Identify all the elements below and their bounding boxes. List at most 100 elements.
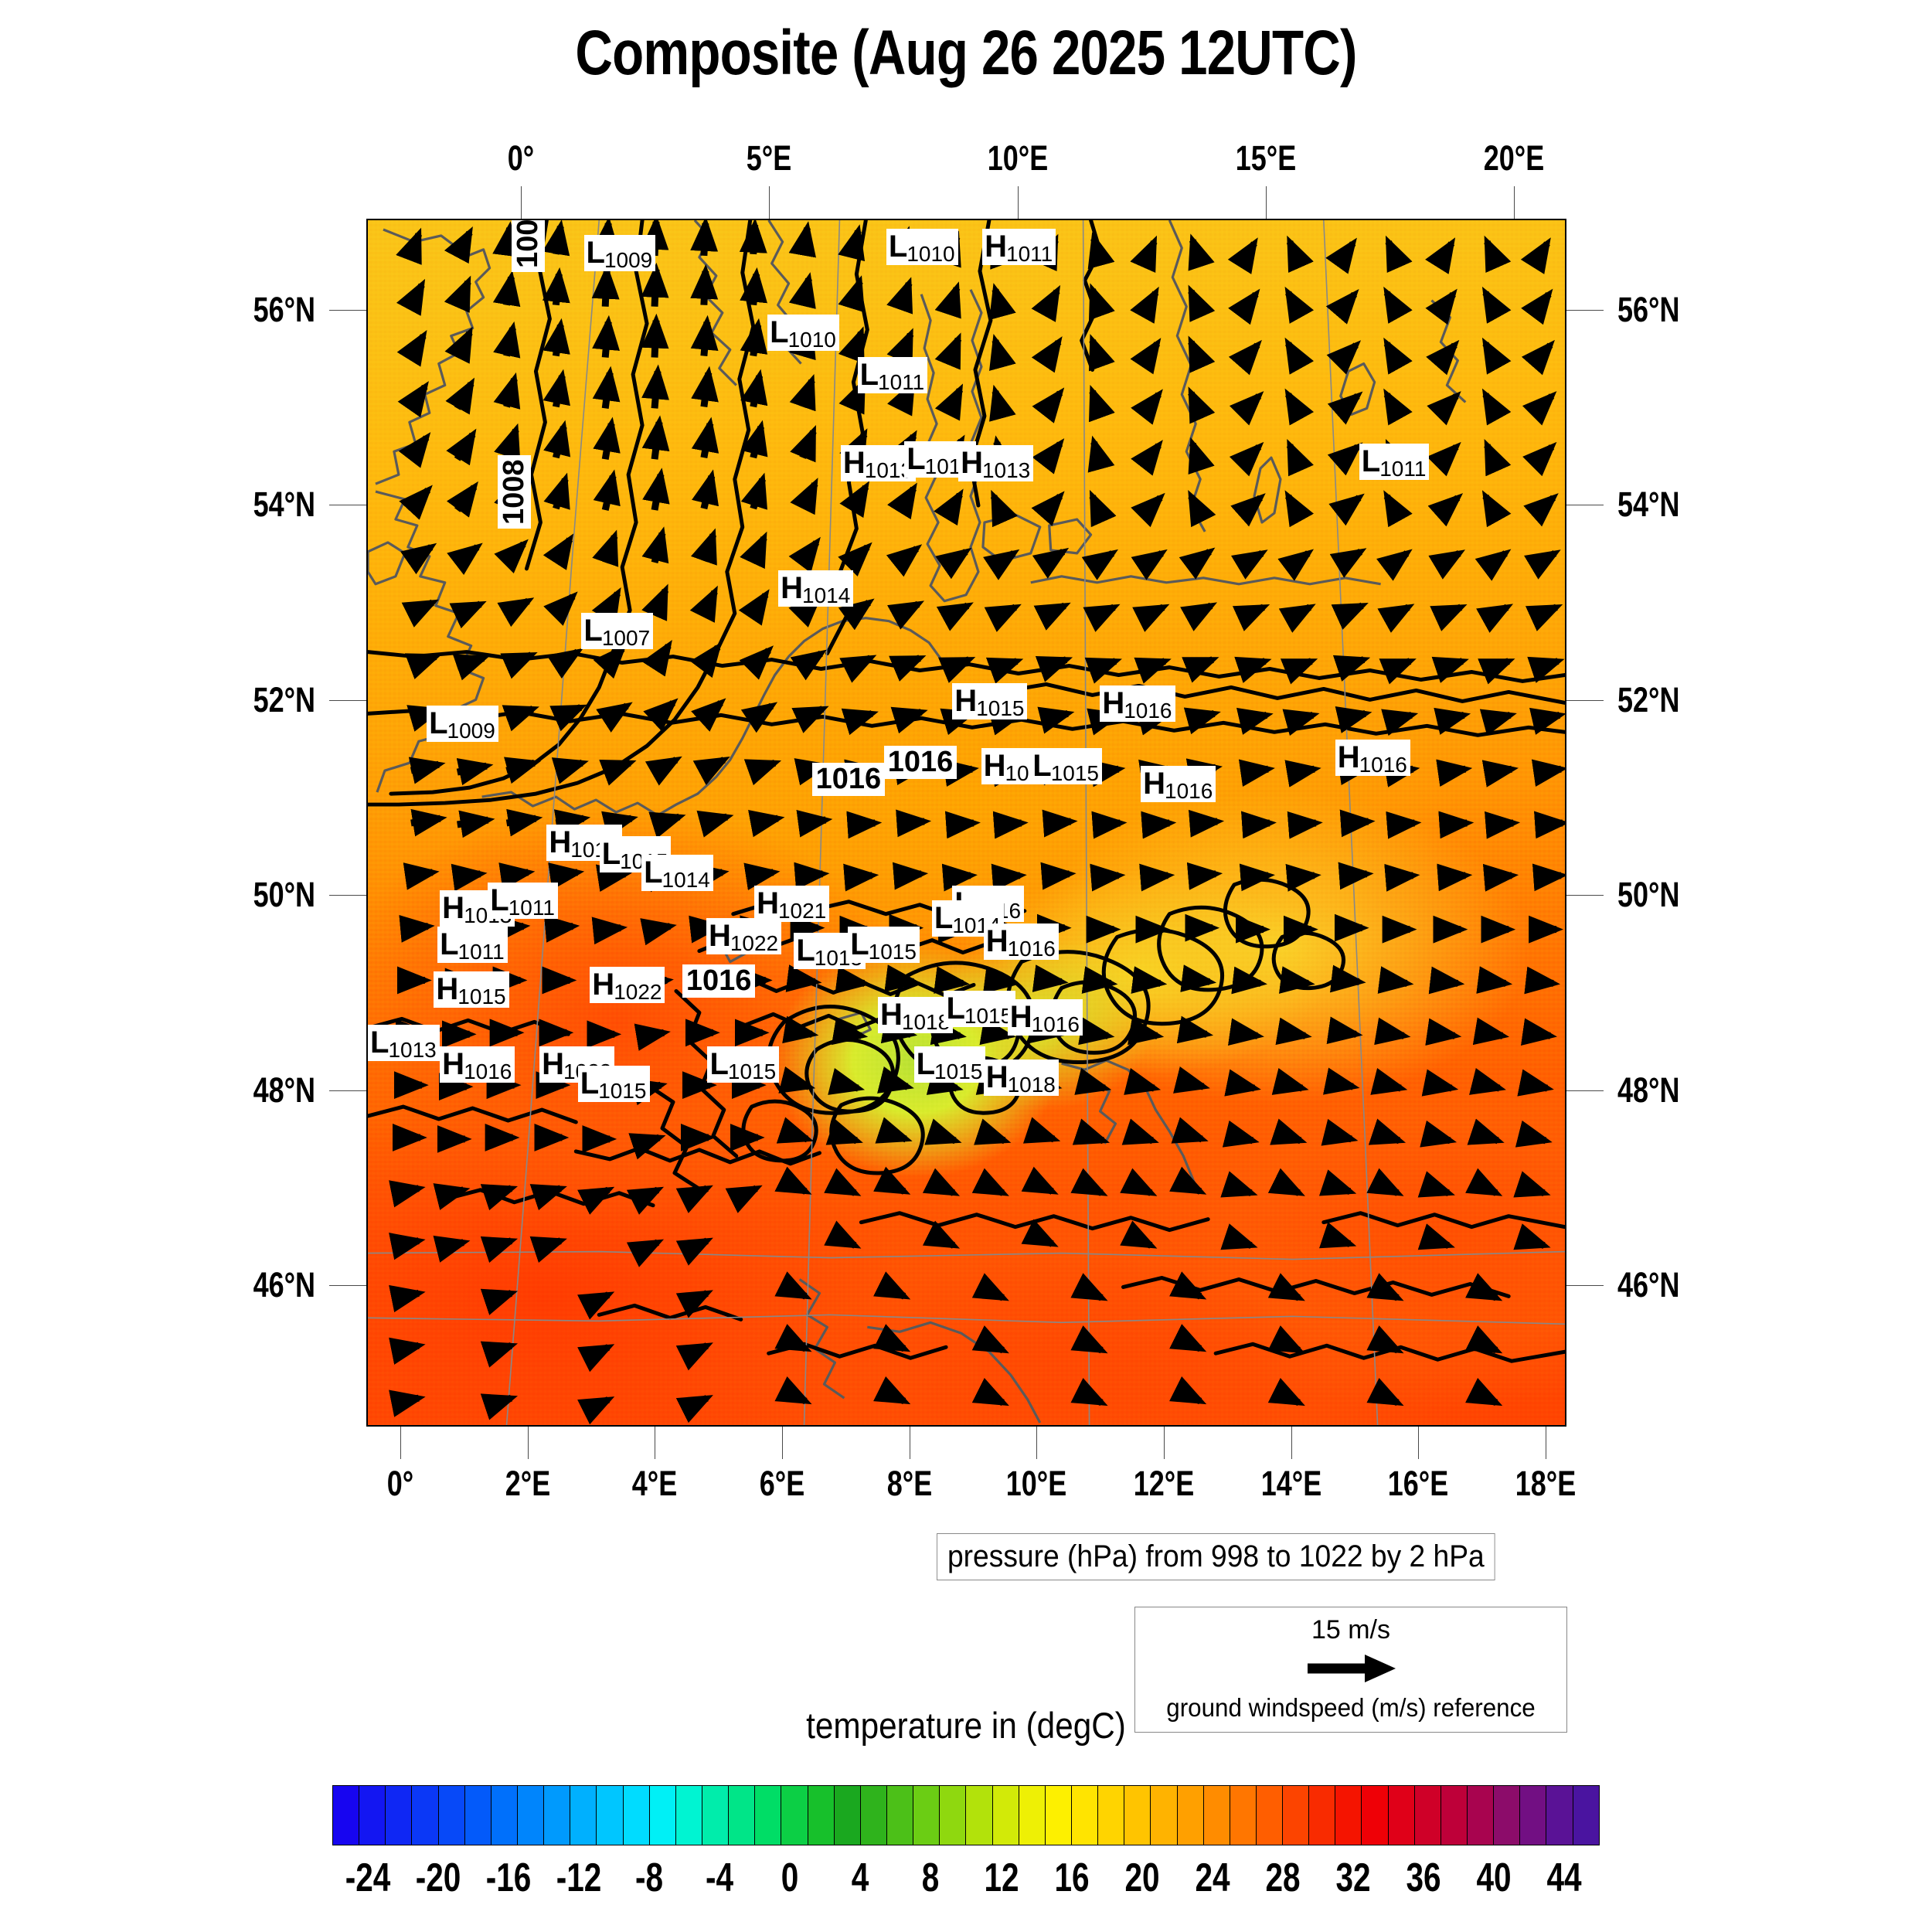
- pressure-marker-type: L: [796, 934, 815, 968]
- colorbar-cell: [1573, 1786, 1599, 1845]
- pressure-marker-type: L: [1032, 749, 1051, 784]
- pressure-high-marker: H1016: [1141, 766, 1216, 803]
- pressure-low-marker: L1015: [944, 991, 1016, 1028]
- pressure-marker-value: 1014: [662, 867, 710, 892]
- colorbar-cell: [1256, 1786, 1284, 1845]
- pressure-marker-type: L: [906, 442, 925, 477]
- colorbar-cell: [966, 1786, 993, 1845]
- pressure-high-marker: H1018: [878, 997, 954, 1033]
- pressure-marker-type: L: [370, 1025, 389, 1060]
- lon-label-bottom: 10°E: [1006, 1464, 1067, 1503]
- pressure-marker-type: H: [549, 825, 571, 859]
- colorbar-cell: [1546, 1786, 1573, 1845]
- pressure-marker-value: 1016: [1359, 753, 1407, 777]
- colorbar-cell: [1177, 1786, 1204, 1845]
- pressure-marker-value: 1015: [1050, 761, 1099, 786]
- colorbar-cell: [1019, 1786, 1046, 1845]
- pressure-low-marker: L1013: [368, 1024, 440, 1061]
- lon-label-top: 20°E: [1484, 138, 1545, 178]
- pressure-marker-value: 1021: [777, 899, 827, 923]
- wind-vectors: [389, 220, 1565, 1425]
- pressure-marker-type: H: [592, 967, 614, 1002]
- colorbar-cell: [1440, 1786, 1468, 1845]
- pressure-high-marker: H1016: [983, 923, 1059, 960]
- page-title: Composite (Aug 26 2025 12UTC): [575, 18, 1357, 88]
- wind-reference-caption: ground windspeed (m/s) reference: [1166, 1693, 1536, 1722]
- colorbar-cell: [491, 1786, 518, 1845]
- pressure-marker-type: H: [442, 891, 464, 926]
- pressure-marker-type: L: [770, 315, 788, 349]
- colorbar-cell: [1045, 1786, 1072, 1845]
- pressure-high-marker: H1016: [440, 1046, 515, 1083]
- lon-tick-bottom: [1418, 1427, 1420, 1459]
- lon-label-bottom: 16°E: [1387, 1464, 1449, 1503]
- pressure-low-marker: L1011: [1359, 444, 1430, 481]
- pressure-marker-value: 1015: [934, 1060, 983, 1084]
- pressure-high-marker: H1018: [983, 1060, 1059, 1097]
- colorbar-cell: [1098, 1786, 1125, 1845]
- pressure-marker-type: L: [644, 855, 662, 889]
- lat-tick-right: [1566, 1285, 1604, 1287]
- pressure-legend: pressure (hPa) from 998 to 1022 by 2 hPa: [937, 1533, 1495, 1580]
- pressure-marker-type: H: [442, 1047, 464, 1082]
- colorbar-cell: [464, 1786, 492, 1845]
- lon-label-top: 10°E: [987, 138, 1048, 178]
- pressure-marker-value: 1015: [868, 940, 917, 964]
- lat-tick-left: [329, 310, 366, 311]
- colorbar-title: temperature in (degC): [806, 1705, 1126, 1746]
- colorbar-cell: [623, 1786, 650, 1845]
- lat-tick-left: [329, 1285, 366, 1287]
- pressure-high-marker: H1021: [754, 886, 830, 923]
- lon-tick-bottom: [782, 1427, 784, 1459]
- lat-label-right: 48°N: [1617, 1070, 1680, 1110]
- colorbar-tick-label: 16: [1054, 1855, 1090, 1900]
- lon-tick-top: [1017, 186, 1019, 219]
- pressure-marker-value: 1015: [457, 985, 506, 1009]
- pressure-marker-type: H: [985, 923, 1009, 958]
- pressure-marker-value: 1014: [802, 583, 851, 608]
- pressure-marker-type: H: [1337, 740, 1360, 775]
- pressure-high-marker: H1016: [1335, 740, 1410, 777]
- lon-tick-top: [1514, 186, 1515, 219]
- pressure-marker-type: L: [1361, 444, 1380, 479]
- lat-tick-left: [329, 699, 366, 701]
- pressure-marker-type: L: [586, 235, 605, 270]
- pressure-marker-value: 1011: [457, 940, 505, 964]
- pressure-low-marker: L1014: [641, 854, 713, 892]
- pressure-low-marker: L1010: [767, 314, 839, 351]
- pressure-low-marker: L1007: [581, 612, 654, 649]
- colorbar-cell: [729, 1786, 756, 1845]
- colorbar-tick-label: 44: [1546, 1855, 1582, 1900]
- pressure-low-marker: L1011: [857, 356, 928, 394]
- colorbar-tick-label: -12: [556, 1855, 602, 1900]
- pressure-marker-value: 1016: [1031, 1012, 1080, 1037]
- colorbar-cell: [913, 1786, 940, 1845]
- pressure-marker-value: 1022: [614, 979, 662, 1004]
- pressure-marker-value: 1015: [727, 1060, 777, 1084]
- pressure-marker-value: 1015: [976, 696, 1025, 720]
- pressure-low-marker: L1015: [913, 1046, 986, 1084]
- colorbar-tick-label: 12: [983, 1855, 1019, 1900]
- wind-reference-value: 15 m/s: [1311, 1615, 1391, 1645]
- lat-tick-left: [329, 895, 366, 896]
- lat-tick-right: [1566, 1090, 1604, 1091]
- lon-tick-bottom: [1036, 1427, 1038, 1459]
- pressure-marker-value: 1011: [878, 369, 925, 394]
- map-panel[interactable]: L1009 L1010 H1011 L1010 L1011 H1013 L1012 H1013…: [366, 219, 1566, 1427]
- colorbar-cell: [702, 1786, 730, 1845]
- colorbar-tick-label: 32: [1335, 1855, 1371, 1900]
- lon-label-bottom: 0°: [387, 1464, 414, 1503]
- lat-label-left: 54°N: [253, 485, 315, 525]
- pressure-marker-type: H: [781, 571, 803, 606]
- pressure-marker-value: 1011: [1379, 457, 1427, 481]
- pressure-low-marker: L1015: [577, 1066, 650, 1103]
- pressure-marker-value: 1009: [447, 719, 495, 743]
- pressure-high-marker: H1015: [434, 971, 509, 1009]
- colorbar-tick-label: 0: [781, 1855, 799, 1900]
- colorbar-tick-label: -4: [706, 1855, 734, 1900]
- pressure-low-marker: L1011: [488, 882, 558, 919]
- lat-label-right: 46°N: [1617, 1265, 1680, 1305]
- pressure-marker-type: L: [583, 613, 602, 648]
- colorbar[interactable]: [332, 1785, 1600, 1845]
- pressure-high-marker: H1022: [706, 918, 782, 955]
